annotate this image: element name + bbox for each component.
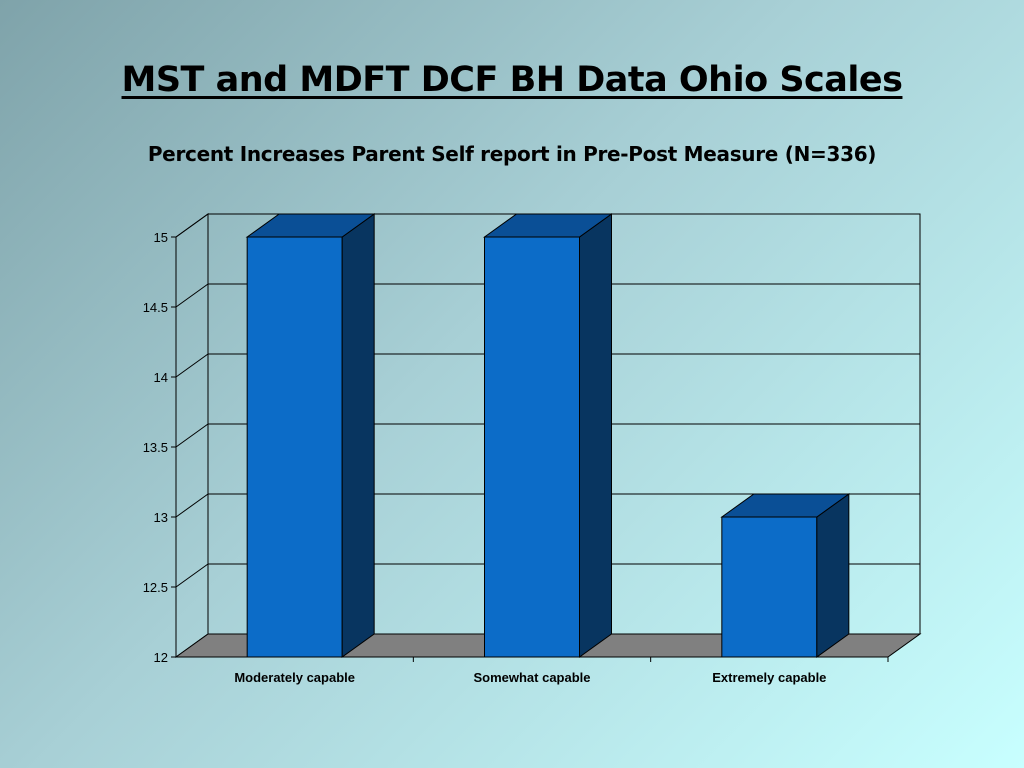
gridline-side — [175, 213, 209, 238]
gridline-side — [175, 353, 209, 378]
y-tick-label: 15 — [154, 230, 168, 245]
bar — [246, 236, 343, 658]
y-tick-label: 12 — [154, 650, 168, 665]
gridline-side — [175, 563, 209, 588]
slide-title: MST and MDFT DCF BH Data Ohio Scales — [121, 60, 903, 100]
y-tick-label: 12.5 — [143, 580, 168, 595]
y-tick-label: 13.5 — [143, 440, 168, 455]
bar-top — [482, 213, 614, 238]
bar-side — [579, 213, 612, 658]
y-tick-label: 13 — [154, 510, 168, 525]
bar — [484, 236, 580, 658]
bar-side — [816, 493, 850, 658]
y-tick-label: 14.5 — [143, 300, 168, 315]
gridline-side — [175, 493, 209, 518]
bar-side — [341, 213, 375, 658]
gridline-side — [175, 423, 209, 448]
bar-top — [720, 493, 851, 518]
bar-top — [245, 213, 376, 238]
x-tick-label: Moderately capable — [234, 670, 355, 685]
y-tick-label: 14 — [154, 370, 168, 385]
x-tick-label: Extremely capable — [712, 670, 826, 685]
gridline-side — [175, 283, 209, 308]
chart-subtitle: Percent Increases Parent Self report in … — [147, 142, 877, 166]
bar — [721, 516, 818, 658]
x-tick-label: Somewhat capable — [473, 670, 590, 685]
